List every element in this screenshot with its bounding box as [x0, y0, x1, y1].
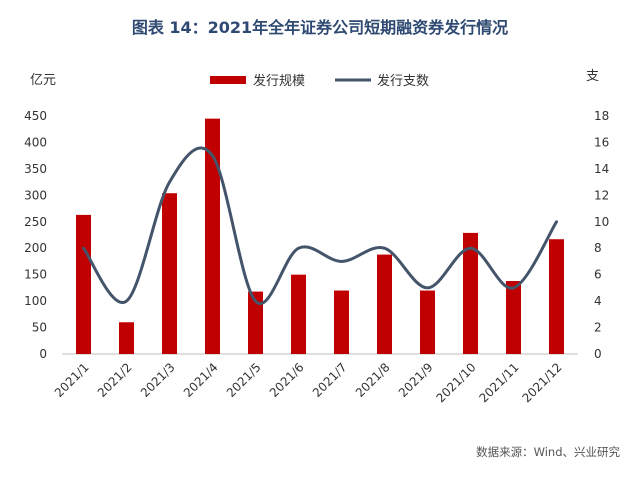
legend-bar-swatch: [210, 76, 246, 84]
y-tick-right: 0: [594, 347, 602, 361]
source-note: 数据来源：Wind、兴业研究: [476, 445, 620, 459]
x-tick-label: 2021/5: [224, 360, 264, 400]
y-tick-left: 250: [24, 215, 47, 229]
x-tick-label: 2021/3: [138, 360, 178, 400]
bar: [76, 214, 91, 354]
y-tick-right: 16: [594, 135, 609, 149]
bar: [506, 281, 521, 354]
x-tick-label: 2021/9: [396, 360, 436, 400]
y-tick-right: 6: [594, 268, 602, 282]
x-tick-label: 2021/10: [433, 360, 478, 405]
y-tick-left: 0: [39, 347, 47, 361]
y-tick-right: 12: [594, 188, 609, 202]
x-tick-label: 2021/4: [181, 360, 221, 400]
bar: [377, 254, 392, 354]
y-tick-right: 14: [594, 162, 609, 176]
y-tick-left: 350: [24, 162, 47, 176]
y-tick-right: 4: [594, 294, 602, 308]
y-tick-left: 100: [24, 294, 47, 308]
y-tick-left: 200: [24, 241, 47, 255]
bar: [119, 322, 134, 354]
legend-bar-label: 发行规模: [253, 73, 305, 89]
y-tick-right: 2: [594, 321, 602, 335]
y-tick-right: 10: [594, 215, 609, 229]
bar: [162, 193, 177, 354]
bar: [549, 239, 564, 354]
x-tick-label: 2021/8: [353, 360, 393, 400]
bar: [205, 118, 220, 355]
bar: [291, 274, 306, 354]
y-tick-left: 450: [24, 109, 47, 123]
x-tick-label: 2021/12: [519, 360, 564, 405]
y-tick-left: 150: [24, 268, 47, 282]
bar: [420, 290, 435, 354]
bar: [334, 290, 349, 354]
x-tick-label: 2021/2: [95, 360, 135, 400]
series-line: [82, 146, 558, 306]
y-tick-left: 300: [24, 188, 47, 202]
y-tick-left: 400: [24, 135, 47, 149]
x-tick-label: 2021/7: [310, 360, 350, 400]
y-tick-right: 8: [594, 241, 602, 255]
y-tick-left: 50: [32, 321, 47, 335]
y-tick-right: 18: [594, 109, 609, 123]
x-tick-label: 2021/11: [476, 360, 521, 405]
y-axis-right-title: 支: [586, 69, 599, 84]
bar: [463, 232, 478, 354]
x-tick-label: 2021/1: [52, 360, 92, 400]
chart-title: 图表 14：2021年全年证券公司短期融资券发行情况: [131, 18, 509, 37]
bar: [248, 291, 263, 354]
y-axis-left-title: 亿元: [30, 73, 56, 88]
x-tick-label: 2021/6: [267, 360, 307, 400]
legend-line-label: 发行支数: [377, 73, 429, 89]
